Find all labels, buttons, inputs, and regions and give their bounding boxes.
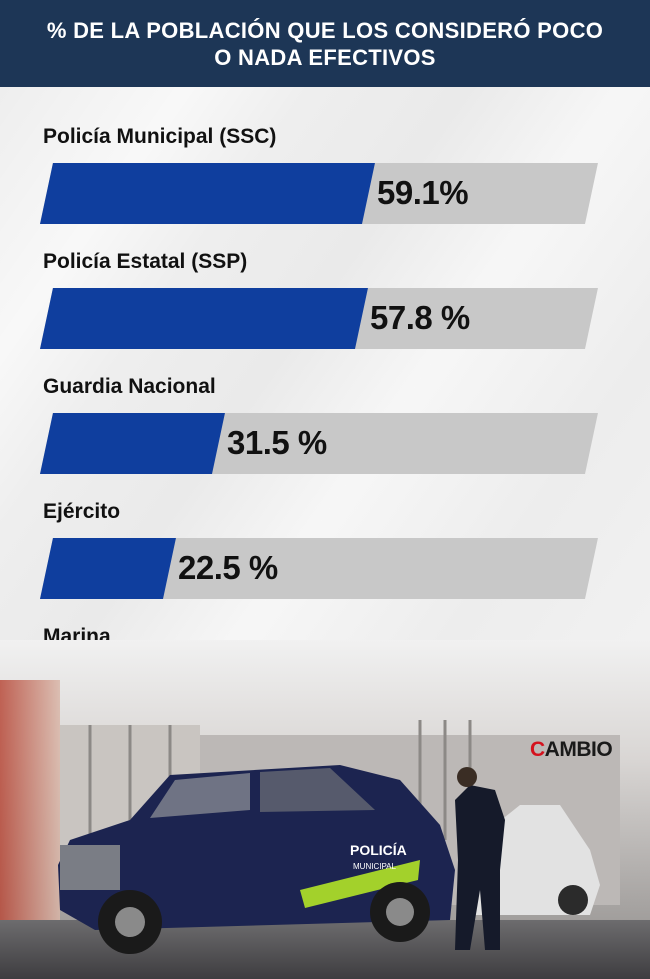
- category-label: Guardia Nacional: [43, 375, 216, 398]
- cambio-logo: CAMBIO: [530, 738, 613, 761]
- police-scene-image: POLICÍA MUNICIPAL: [0, 640, 650, 979]
- category-label: Ejército: [43, 500, 121, 523]
- bar-value-label: 59.1%: [377, 174, 469, 211]
- bar-value-label: 31.5 %: [227, 424, 327, 461]
- vehicle-text: POLICÍA: [350, 842, 407, 858]
- chart-title: % DE LA POBLACIÓN QUE LOS CONSIDERÓ POCO…: [46, 17, 604, 70]
- vehicle-subtext: MUNICIPAL: [353, 862, 397, 871]
- category-label: Policía Estatal (SSP): [43, 250, 248, 273]
- bar: [40, 163, 375, 224]
- bar: [40, 538, 176, 599]
- bar: [40, 288, 368, 349]
- bar-value-label: 57.8 %: [370, 299, 470, 336]
- header-banner: % DE LA POBLACIÓN QUE LOS CONSIDERÓ POCO…: [0, 0, 650, 87]
- category-label: Policía Municipal (SSC): [43, 125, 277, 148]
- police-photo: POLICÍA MUNICIPAL: [0, 640, 650, 979]
- bar-value-label: 22.5 %: [178, 549, 278, 586]
- bar: [40, 413, 225, 474]
